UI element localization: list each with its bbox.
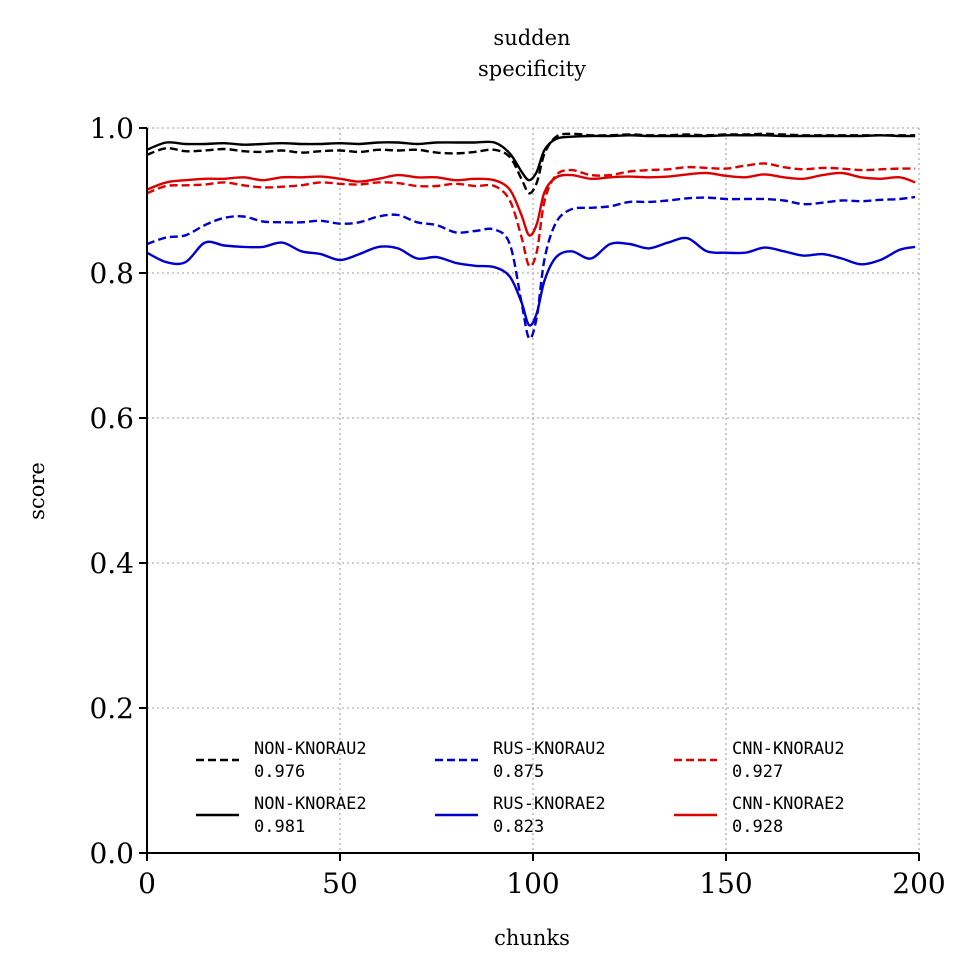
chart-subtitle: specificity [478, 57, 586, 81]
y-tick-label: 0.4 [89, 547, 134, 580]
series-line-cnn-knorau2 [146, 162, 916, 268]
legend-score: 0.981 [254, 817, 305, 837]
axes: 0 50 100 150 200 0.0 0.2 0.4 0.6 0.8 1.0 [89, 112, 945, 900]
y-tick-label: 0.2 [89, 692, 134, 725]
x-tick-label: 100 [506, 867, 559, 900]
legend-label: RUS-KNORAE2 [493, 794, 606, 814]
legend-label: CNN-KNORAE2 [732, 794, 845, 814]
legend-score: 0.928 [732, 817, 783, 837]
legend-score: 0.875 [493, 762, 544, 782]
series-line-non-knorau2 [146, 132, 916, 195]
legend-label: NON-KNORAE2 [254, 794, 367, 814]
y-tick-label: 0.0 [89, 837, 134, 870]
y-axis-label: score [25, 462, 49, 520]
series-layer [146, 132, 916, 340]
legend-label: RUS-KNORAU2 [493, 739, 606, 759]
chart-title: sudden [493, 26, 570, 50]
x-tick-label: 150 [699, 867, 752, 900]
series-line-non-knorae2 [146, 134, 916, 182]
x-tick-label: 200 [892, 867, 945, 900]
series-line-cnn-knorae2 [146, 171, 916, 237]
x-axis-label: chunks [494, 926, 570, 950]
legend-score: 0.927 [732, 762, 783, 782]
series-line-rus-knorau2 [146, 195, 916, 340]
y-tick-label: 0.6 [89, 402, 134, 435]
legend: NON-KNORAU2 0.976 RUS-KNORAU2 0.875 CNN-KNOR… [196, 739, 845, 837]
y-tick-label: 1.0 [89, 112, 134, 145]
series-line-rus-knorae2 [146, 236, 916, 327]
legend-score: 0.976 [254, 762, 305, 782]
legend-score: 0.823 [493, 817, 544, 837]
y-tick-label: 0.8 [89, 257, 134, 290]
x-tick-label: 50 [322, 867, 358, 900]
legend-label: CNN-KNORAU2 [732, 739, 845, 759]
legend-label: NON-KNORAU2 [254, 739, 367, 759]
x-tick-label: 0 [138, 867, 156, 900]
